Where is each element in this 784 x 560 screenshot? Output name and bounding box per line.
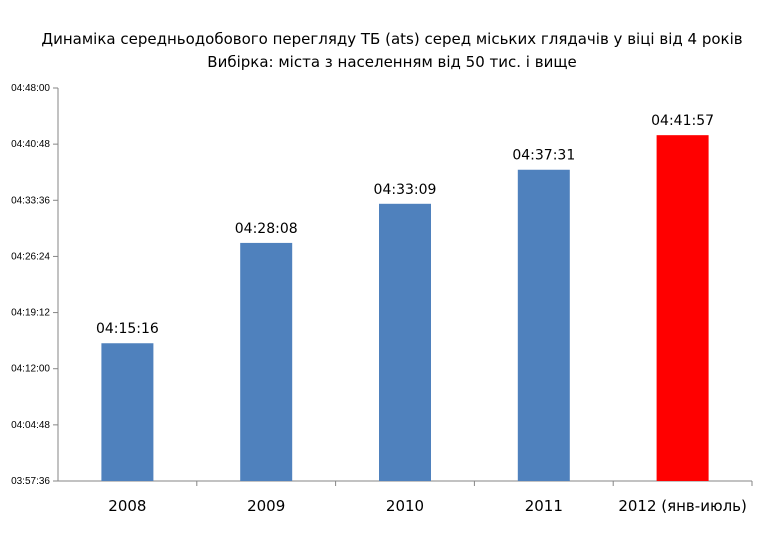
y-tick-label: 04:33:36 [11, 195, 50, 206]
chart-title: Динаміка середньодобового перегляду ТБ (… [41, 30, 743, 48]
x-tick-label: 2011 [525, 497, 563, 515]
bar [240, 242, 293, 481]
data-label: 04:15:16 [96, 321, 159, 337]
data-label: 04:33:09 [374, 182, 437, 198]
bar [656, 135, 709, 481]
x-tick-label: 2009 [247, 497, 285, 515]
y-tick-label: 04:04:48 [11, 420, 50, 431]
bar [517, 169, 570, 481]
x-tick-label: 2008 [108, 497, 146, 515]
data-label: 04:37:31 [512, 148, 575, 164]
y-tick-label: 04:48:00 [11, 83, 50, 94]
y-tick-label: 04:40:48 [11, 139, 50, 150]
y-tick-label: 04:26:24 [11, 251, 50, 262]
chart-subtitle: Вибірка: міста з населенням від 50 тис. … [207, 53, 577, 71]
bar [101, 343, 154, 481]
y-tick-label: 03:57:36 [11, 476, 50, 487]
y-tick-label: 04:19:12 [11, 308, 50, 319]
data-label: 04:28:08 [235, 221, 298, 237]
y-tick-label: 04:12:00 [11, 364, 50, 375]
x-tick-label: 2010 [386, 497, 424, 515]
x-tick-label: 2012 (янв-июль) [618, 497, 747, 515]
bar [379, 203, 431, 481]
data-label: 04:41:57 [651, 113, 714, 129]
